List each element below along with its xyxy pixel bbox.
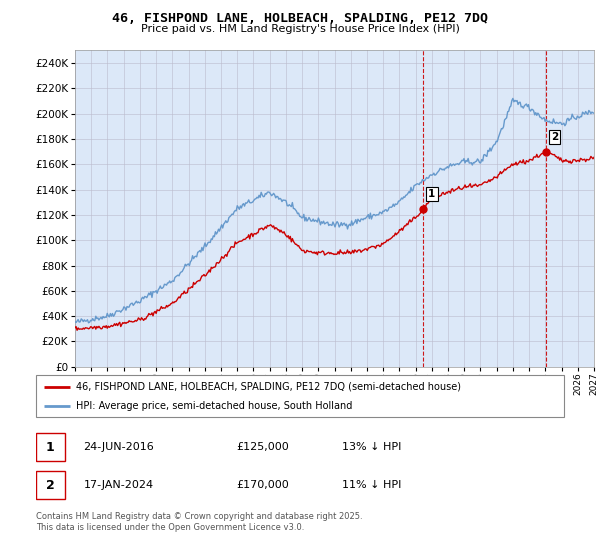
FancyBboxPatch shape [36,472,65,499]
Text: £170,000: £170,000 [236,480,289,491]
Text: 46, FISHPOND LANE, HOLBEACH, SPALDING, PE12 7DQ (semi-detached house): 46, FISHPOND LANE, HOLBEACH, SPALDING, P… [76,381,461,391]
Text: 13% ↓ HPI: 13% ↓ HPI [342,442,401,452]
Text: 2: 2 [551,132,558,142]
Text: 1: 1 [46,441,55,454]
Text: 17-JAN-2024: 17-JAN-2024 [83,480,154,491]
Text: £125,000: £125,000 [236,442,289,452]
Text: HPI: Average price, semi-detached house, South Holland: HPI: Average price, semi-detached house,… [76,401,352,411]
FancyBboxPatch shape [36,375,564,417]
FancyBboxPatch shape [36,433,65,461]
Text: Contains HM Land Registry data © Crown copyright and database right 2025.
This d: Contains HM Land Registry data © Crown c… [36,512,362,532]
Text: 46, FISHPOND LANE, HOLBEACH, SPALDING, PE12 7DQ: 46, FISHPOND LANE, HOLBEACH, SPALDING, P… [112,12,488,25]
Text: 11% ↓ HPI: 11% ↓ HPI [342,480,401,491]
Text: 2: 2 [46,479,55,492]
Text: Price paid vs. HM Land Registry's House Price Index (HPI): Price paid vs. HM Land Registry's House … [140,24,460,34]
Text: 24-JUN-2016: 24-JUN-2016 [83,442,154,452]
Text: 1: 1 [428,189,436,199]
